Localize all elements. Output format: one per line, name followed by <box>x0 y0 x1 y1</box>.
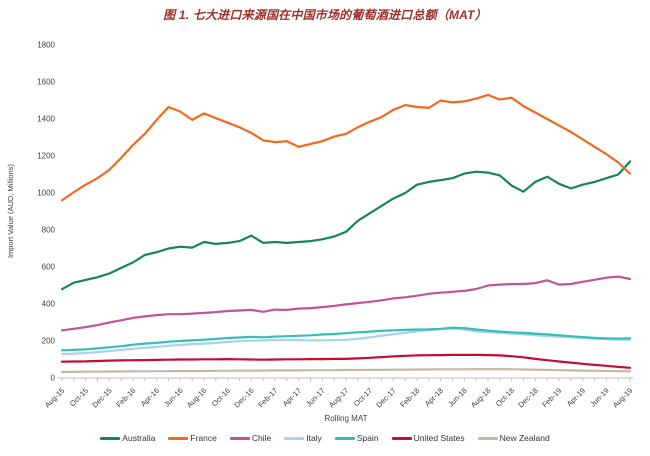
legend-swatch <box>229 436 250 440</box>
series-line-australia <box>60 160 632 291</box>
chart-title: 图 1. 七大进口来源国在中国市场的葡萄酒进口总额（MAT） <box>163 8 487 22</box>
y-tick-label: 0 <box>51 374 56 383</box>
legend-label: Italy <box>306 433 322 443</box>
y-tick-label: 1000 <box>37 189 55 198</box>
x-tick-label: Aug-18 <box>469 386 492 409</box>
legend-swatch <box>168 436 189 440</box>
legend-item-new-zealand: New Zealand <box>477 433 550 443</box>
x-axis-title: Rolling MAT <box>325 414 368 423</box>
x-tick-label: Aug-19 <box>611 386 634 409</box>
legend-label: United States <box>413 433 465 443</box>
x-tick-label: Aug-15 <box>43 386 66 409</box>
y-tick-label: 1400 <box>37 115 55 124</box>
x-tick-label: Jun-17 <box>304 386 327 409</box>
series-line-france <box>60 93 632 202</box>
legend-swatch <box>284 436 305 440</box>
x-tick-label: Dec-18 <box>516 386 539 409</box>
series-line-new-zealand <box>60 368 632 373</box>
y-tick-label: 1200 <box>37 152 55 161</box>
legend-item-spain: Spain <box>334 433 379 443</box>
y-tick-label: 1600 <box>37 78 55 87</box>
series-line-spain <box>60 326 632 352</box>
legend-swatch <box>100 436 121 440</box>
x-tick-label: Apr-18 <box>423 386 445 408</box>
x-tick-label: Dec-15 <box>90 386 113 409</box>
x-tick-label: Oct-18 <box>494 386 516 408</box>
x-tick-label: Jun-19 <box>588 386 611 409</box>
legend-swatch <box>477 436 498 440</box>
x-tick-label: Oct-15 <box>68 386 90 408</box>
legend-item-chile: Chile <box>229 433 272 443</box>
x-tick-label: Oct-16 <box>210 386 232 408</box>
x-tick-label: Feb-19 <box>540 386 563 409</box>
x-tick-label: Aug-16 <box>185 386 208 409</box>
x-tick-label: Jun-16 <box>162 386 185 409</box>
legend-item-france: France <box>168 433 217 443</box>
legend-label: Australia <box>122 433 156 443</box>
chart-legend: Australia France Chile Italy Spain United Sta… <box>0 433 650 443</box>
x-tick-label: Apr-16 <box>139 386 161 408</box>
x-tick-label: Oct-17 <box>352 386 374 408</box>
x-tick-label: Dec-16 <box>232 386 255 409</box>
y-tick-label: 200 <box>42 337 56 346</box>
y-axis-title: Import Value (AUD, Millions) <box>6 163 15 258</box>
x-tick-label: Feb-16 <box>114 386 137 409</box>
series-line-united-states <box>60 353 632 369</box>
x-tick-label: Apr-19 <box>565 386 587 408</box>
legend-item-australia: Australia <box>100 433 155 443</box>
x-tick-label: Aug-17 <box>327 386 350 409</box>
legend-label: Chile <box>251 433 272 443</box>
x-tick-label: Feb-18 <box>398 386 421 409</box>
y-tick-label: 800 <box>42 226 56 235</box>
x-tick-label: Feb-17 <box>256 386 279 409</box>
x-tick-label: Apr-17 <box>281 386 303 408</box>
series-line-chile <box>60 275 632 332</box>
legend-item-italy: Italy <box>284 433 322 443</box>
y-tick-label: 1800 <box>37 41 55 50</box>
y-tick-label: 600 <box>42 263 56 272</box>
legend-label: New Zealand <box>499 433 550 443</box>
legend-swatch <box>391 436 412 440</box>
legend-label: Spain <box>356 433 379 443</box>
series-line-italy <box>60 327 632 355</box>
legend-item-united-states: United States <box>391 433 465 443</box>
y-tick-label: 400 <box>42 300 56 309</box>
legend-label: France <box>190 433 217 443</box>
legend-swatch <box>334 436 355 440</box>
x-tick-label: Dec-17 <box>374 386 397 409</box>
x-tick-label: Jun-18 <box>446 386 469 409</box>
